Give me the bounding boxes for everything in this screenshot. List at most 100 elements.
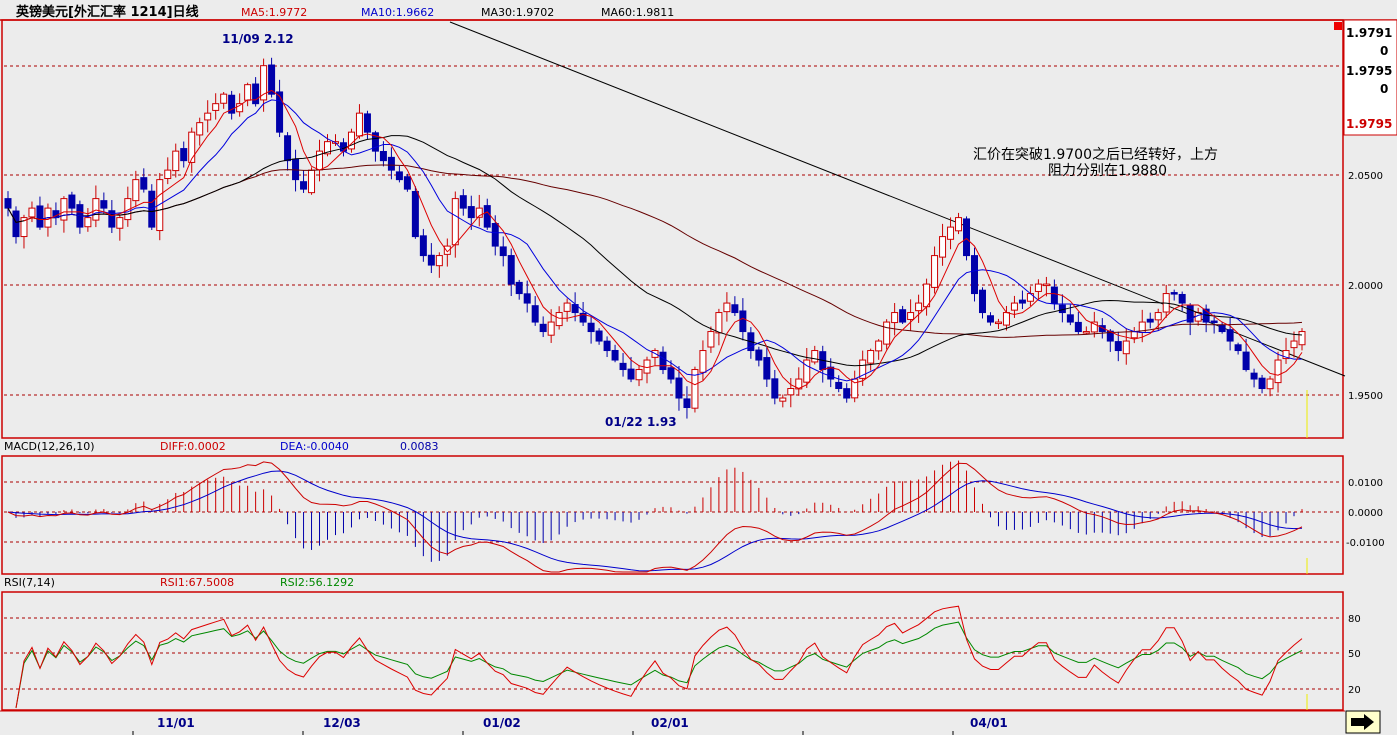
x-tick-label-1: 11/01: [157, 716, 195, 730]
candle-body: [1002, 312, 1010, 326]
candle-body: [363, 113, 371, 133]
candle-body: [156, 179, 164, 232]
candle-body: [1074, 321, 1082, 333]
candle-body: [978, 289, 986, 314]
candle-body: [475, 207, 483, 218]
candle-body: [715, 312, 723, 334]
ma30-label: MA30:1.9702: [481, 6, 554, 19]
candle-body: [419, 235, 427, 257]
candle-body: [915, 302, 923, 312]
rsi-label: RSI(7,14): [4, 576, 55, 589]
candle-body: [1034, 283, 1042, 292]
candle-body: [667, 367, 675, 380]
price-right-label-1: 1.9791: [1346, 26, 1392, 40]
candle-body: [515, 281, 523, 295]
ma5-line: [23, 89, 1303, 390]
candle-body: [1050, 286, 1058, 304]
candle-body: [963, 218, 971, 257]
price-tick-1950: 1.9500: [1348, 391, 1383, 402]
candle-body: [236, 103, 244, 113]
candle-body: [1282, 350, 1290, 360]
candle-body: [443, 245, 451, 255]
candle-body: [260, 65, 268, 101]
ma10-label: MA10:1.9662: [361, 6, 434, 19]
candle-body: [523, 293, 531, 304]
candle-body: [228, 94, 236, 114]
candle-body: [300, 181, 308, 190]
candle-body: [180, 148, 188, 162]
candle-body: [467, 206, 475, 219]
candle-body: [1114, 341, 1122, 352]
candle-body: [483, 205, 491, 228]
candle-body: [268, 64, 276, 95]
candle-body: [955, 217, 963, 232]
macd-histogram: [15, 460, 1303, 562]
candle-body: [547, 321, 555, 336]
x-tick-label-5: 04/01: [970, 716, 1008, 730]
ma10-line: [39, 99, 1302, 382]
candle-body: [427, 254, 435, 266]
candle-body: [867, 350, 875, 364]
diff-line: [7, 461, 1303, 573]
rsi-grid: [4, 617, 1342, 690]
annotation-high: 11/09 2.12: [222, 32, 294, 46]
candle-body: [284, 135, 292, 162]
candle-body: [939, 236, 947, 258]
scroll-right-button[interactable]: [1345, 710, 1381, 734]
candle-body: [723, 302, 731, 313]
candle-body: [603, 340, 611, 352]
candle-body: [587, 322, 595, 333]
macd-grid: [4, 481, 1342, 543]
macd-tick-neg: -0.0100: [1346, 538, 1385, 549]
candle-body: [947, 226, 955, 240]
candle-body: [100, 200, 108, 209]
candle-body: [779, 397, 787, 402]
x-axis-bar: [0, 711, 1397, 735]
candle-body: [907, 312, 915, 320]
candle-body: [643, 359, 651, 374]
candle-body: [499, 246, 507, 257]
candle-body: [1066, 314, 1074, 323]
candle-body: [355, 112, 363, 137]
candle-body: [1122, 340, 1130, 355]
macd-diff-label: DIFF:0.0002: [160, 440, 226, 453]
candle-body: [883, 321, 891, 345]
x-tick-label-3: 01/02: [483, 716, 521, 730]
candle-body: [308, 169, 316, 194]
candle-body: [875, 340, 883, 352]
macd-panel-frame: [1, 455, 1344, 575]
candle-body: [403, 176, 411, 190]
macd-value-label: 0.0083: [400, 440, 439, 453]
candle-body: [859, 359, 867, 379]
candle-body: [411, 191, 419, 238]
arrow-right-icon[interactable]: [1351, 714, 1374, 730]
candle-body: [579, 312, 587, 323]
candle-body: [1242, 351, 1250, 371]
chart-title: 英镑美元[外汇汇率 1214]日线: [15, 4, 199, 20]
candle-body: [1082, 331, 1090, 334]
candle-body: [387, 156, 395, 171]
candle-body: [68, 194, 76, 209]
candle-body: [763, 357, 771, 380]
candle-body: [683, 398, 691, 409]
candle-body: [212, 103, 220, 111]
candle-body: [891, 312, 899, 324]
candle-body: [116, 217, 124, 229]
candle-body: [435, 255, 443, 267]
candle-body: [699, 350, 707, 373]
candle-body: [507, 255, 515, 285]
candle-body: [84, 217, 92, 228]
rsi1-label: RSI1:67.5008: [160, 576, 234, 589]
candle-body: [244, 84, 252, 101]
candle-body: [619, 362, 627, 371]
candle-body: [60, 198, 68, 221]
candle-body: [371, 132, 379, 152]
x-tick-label-2: 12/03: [323, 716, 361, 730]
candle-body: [252, 83, 260, 105]
candle-body: [739, 310, 747, 333]
rsi-panel-frame: [1, 591, 1344, 711]
candle-body: [635, 369, 643, 381]
candle-body: [36, 205, 44, 228]
candle-body: [787, 388, 795, 396]
